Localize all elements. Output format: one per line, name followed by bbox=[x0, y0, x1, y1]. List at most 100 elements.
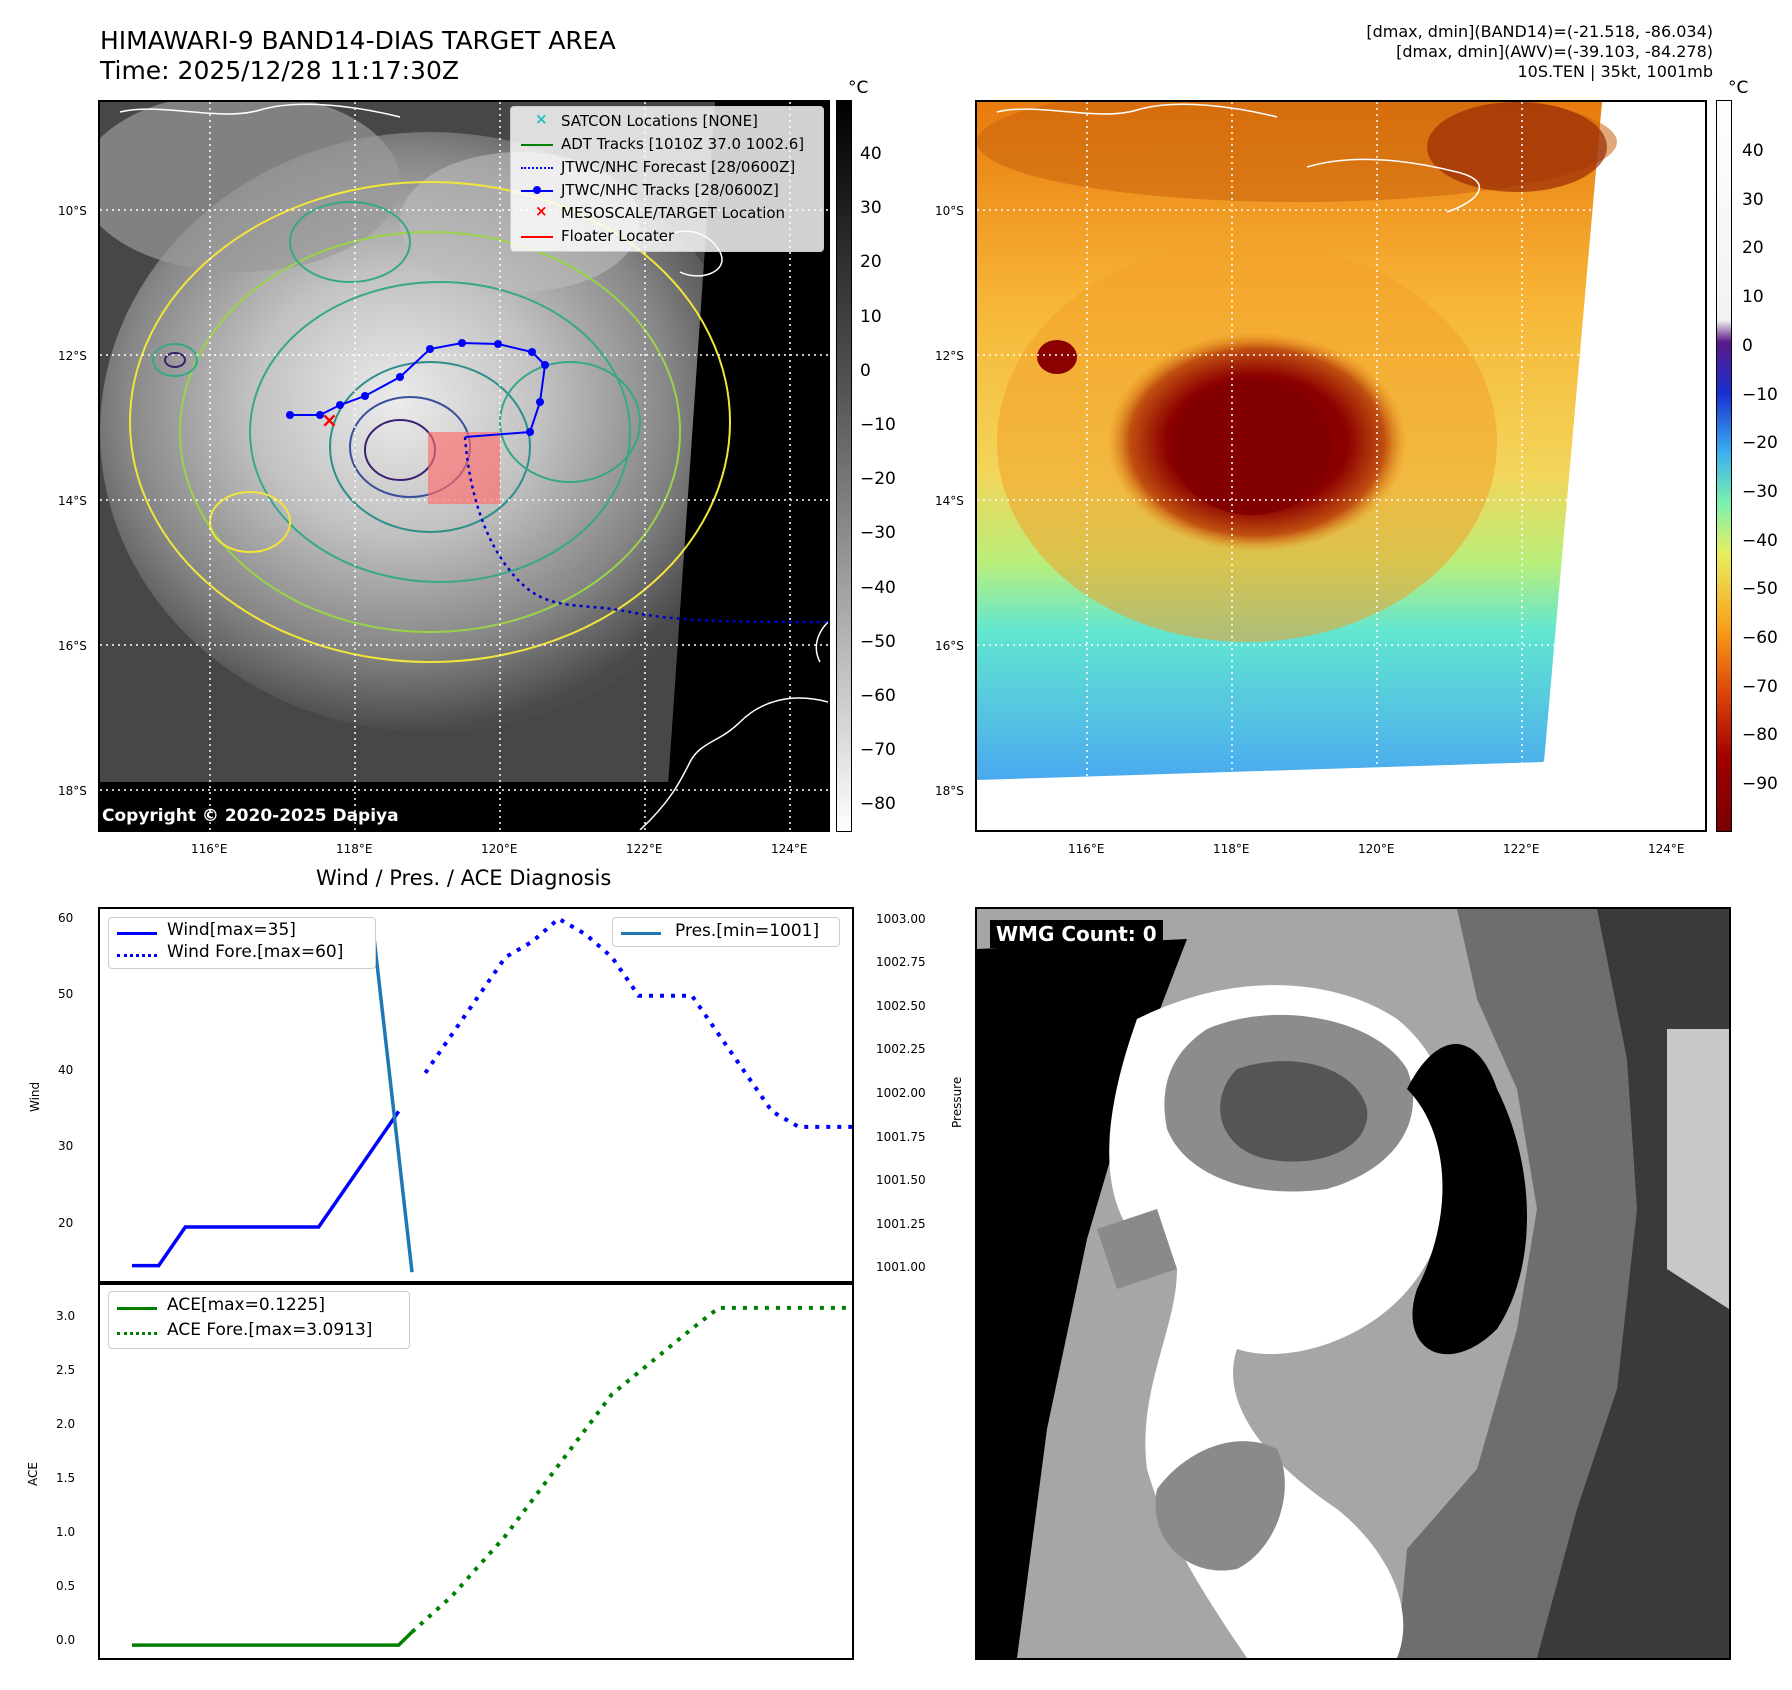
axis-tick-label: 30 bbox=[58, 1139, 74, 1154]
wmg-panel[interactable] bbox=[975, 907, 1731, 1660]
copyright-text: Copyright © 2020-2025 Dapiya bbox=[102, 806, 399, 826]
ace-series-line bbox=[132, 1630, 414, 1647]
cyan-x-marker-icon: × bbox=[535, 110, 548, 128]
green-line-icon bbox=[521, 144, 553, 146]
steelblue-line-icon bbox=[621, 932, 661, 935]
axis-tick-label: 1002.75 bbox=[876, 955, 926, 970]
colorbar-tick-label: 40 bbox=[860, 144, 882, 164]
lon-label: 122°E bbox=[1503, 842, 1540, 856]
lat-label: 14°S bbox=[935, 494, 964, 508]
lat-label: 16°S bbox=[58, 639, 87, 653]
colorbar-tick-label: −70 bbox=[1742, 676, 1778, 697]
colorbar-tick-label: −60 bbox=[860, 686, 896, 706]
lat-label: 10°S bbox=[935, 204, 964, 218]
info-line1: [dmax, dmin](BAND14)=(-21.518, -86.034) bbox=[1366, 22, 1713, 41]
legend-floater-label: Floater Locater bbox=[561, 227, 675, 245]
wind-fore-legend-label: Wind Fore.[max=60] bbox=[167, 942, 344, 962]
lat-label: 10°S bbox=[58, 204, 87, 218]
ace-legend: ACE[max=0.1225] ACE Fore.[max=3.0913] bbox=[108, 1291, 410, 1349]
colorbar-tick-label: −70 bbox=[860, 740, 896, 761]
ir-satellite-map[interactable]: × × SATCON Locations [NONE] ADT Tracks [1… bbox=[98, 100, 830, 832]
pressure-axis-label: Pressure bbox=[950, 1076, 964, 1128]
lon-label: 116°E bbox=[1068, 842, 1105, 856]
ir-title-line2: Time: 2025/12/28 11:17:30Z bbox=[100, 56, 459, 85]
red-x-marker-icon: × bbox=[535, 202, 548, 220]
awv-map[interactable] bbox=[975, 100, 1707, 832]
pressure-legend: Pres.[min=1001] bbox=[612, 917, 840, 947]
lon-label: 120°E bbox=[481, 842, 518, 856]
green-line-icon bbox=[117, 1307, 157, 1310]
colorbar-tick-label: −60 bbox=[1742, 628, 1778, 648]
colorbar-tick-label: −50 bbox=[1742, 579, 1778, 600]
wmg-count-badge: WMG Count: 0 bbox=[990, 920, 1163, 948]
colorbar-tick-label: 30 bbox=[1742, 189, 1764, 210]
colorbar-tick-label: −10 bbox=[860, 415, 896, 435]
wind-legend-label: Wind[max=35] bbox=[167, 920, 296, 940]
legend-target-label: MESOSCALE/TARGET Location bbox=[561, 204, 786, 222]
info-line3: 10S.TEN | 35kt, 1001mb bbox=[1517, 62, 1713, 81]
ir-colorbar-unit: °C bbox=[848, 78, 869, 98]
lon-label: 124°E bbox=[1648, 842, 1685, 856]
axis-tick-label: 1002.25 bbox=[876, 1042, 926, 1057]
colorbar-tick-label: 20 bbox=[1742, 238, 1764, 259]
colorbar-tick-label: −20 bbox=[1742, 433, 1778, 454]
legend-tracks-label: JTWC/NHC Tracks [28/0600Z] bbox=[561, 181, 779, 199]
colorbar-tick-label: −80 bbox=[1742, 725, 1778, 746]
lat-label: 16°S bbox=[935, 639, 964, 653]
axis-tick-label: 2.5 bbox=[56, 1363, 76, 1378]
wind-legend: Wind[max=35] Wind Fore.[max=60] bbox=[108, 917, 376, 969]
colorbar-tick-label: −50 bbox=[860, 631, 896, 652]
axis-tick-label: 40 bbox=[58, 1063, 74, 1078]
colorbar-tick-label: −30 bbox=[1742, 481, 1778, 502]
ir-title-line1: HIMAWARI-9 BAND14-DIAS TARGET AREA bbox=[100, 26, 616, 55]
diagnosis-title: Wind / Pres. / ACE Diagnosis bbox=[316, 866, 612, 890]
axis-tick-label: 1002.00 bbox=[876, 1086, 926, 1100]
colorbar-tick-label: 10 bbox=[860, 306, 882, 327]
colorbar-tick-label: 40 bbox=[1742, 141, 1764, 161]
green-dotted-line-icon bbox=[117, 1332, 157, 1335]
colorbar-tick-label: −90 bbox=[1742, 774, 1778, 795]
ace-fore-legend-label: ACE Fore.[max=3.0913] bbox=[167, 1320, 373, 1340]
colorbar-tick-label: −40 bbox=[1742, 530, 1778, 551]
lat-label: 14°S bbox=[58, 494, 87, 508]
axis-tick-label: 0.0 bbox=[56, 1633, 76, 1648]
axis-tick-label: 3.0 bbox=[56, 1309, 76, 1324]
colorbar-tick-label: −20 bbox=[860, 469, 896, 490]
wmg-graphics bbox=[977, 909, 1729, 1658]
ace-legend-label: ACE[max=0.1225] bbox=[167, 1295, 325, 1315]
svg-text:×: × bbox=[321, 408, 338, 432]
colorbar-tick-label: 10 bbox=[1742, 287, 1764, 308]
axis-tick-label: 2.0 bbox=[56, 1417, 76, 1432]
ir-map-legend: × SATCON Locations [NONE] ADT Tracks [101… bbox=[510, 106, 824, 252]
axis-tick-label: 1001.50 bbox=[876, 1173, 926, 1188]
ir-colorbar bbox=[836, 100, 852, 832]
axis-tick-label: 50 bbox=[58, 986, 74, 1001]
colorbar-tick-label: −40 bbox=[860, 577, 896, 598]
ace-plot[interactable]: ACE[max=0.1225] ACE Fore.[max=3.0913] bbox=[98, 1281, 854, 1660]
axis-tick-label: 60 bbox=[58, 910, 74, 925]
awv-map-graphics bbox=[977, 102, 1705, 830]
wind-axis-label: Wind bbox=[28, 1081, 42, 1112]
colorbar-tick-label: −10 bbox=[1742, 384, 1778, 405]
ace-axis-label: ACE bbox=[26, 1462, 40, 1486]
wind-pressure-plot[interactable]: Wind[max=35] Wind Fore.[max=60] Pres.[mi… bbox=[98, 907, 854, 1285]
colorbar-tick-label: 0 bbox=[860, 360, 871, 381]
axis-tick-label: 1001.25 bbox=[876, 1216, 926, 1231]
lon-label: 124°E bbox=[771, 842, 808, 856]
colorbar-tick-label: −30 bbox=[860, 523, 896, 544]
axis-tick-label: 20 bbox=[58, 1215, 74, 1230]
awv-colorbar-unit: °C bbox=[1728, 78, 1749, 98]
blue-dotted-line-icon bbox=[117, 954, 157, 957]
lon-label: 122°E bbox=[626, 842, 663, 856]
colorbar-tick-label: −80 bbox=[860, 794, 896, 815]
blue-dotted-line-icon bbox=[521, 167, 553, 169]
colorbar-tick-label: 0 bbox=[1742, 335, 1753, 356]
legend-forecast-label: JTWC/NHC Forecast [28/0600Z] bbox=[561, 158, 796, 176]
awv-colorbar bbox=[1716, 100, 1732, 832]
axis-tick-label: 1002.50 bbox=[876, 998, 926, 1013]
lon-label: 118°E bbox=[336, 842, 373, 856]
red-line-icon bbox=[521, 236, 553, 238]
dmax-info: [dmax, dmin](BAND14)=(-21.518, -86.034) … bbox=[1366, 22, 1713, 82]
lat-label: 18°S bbox=[58, 784, 87, 798]
info-line2: [dmax, dmin](AWV)=(-39.103, -84.278) bbox=[1396, 42, 1713, 61]
